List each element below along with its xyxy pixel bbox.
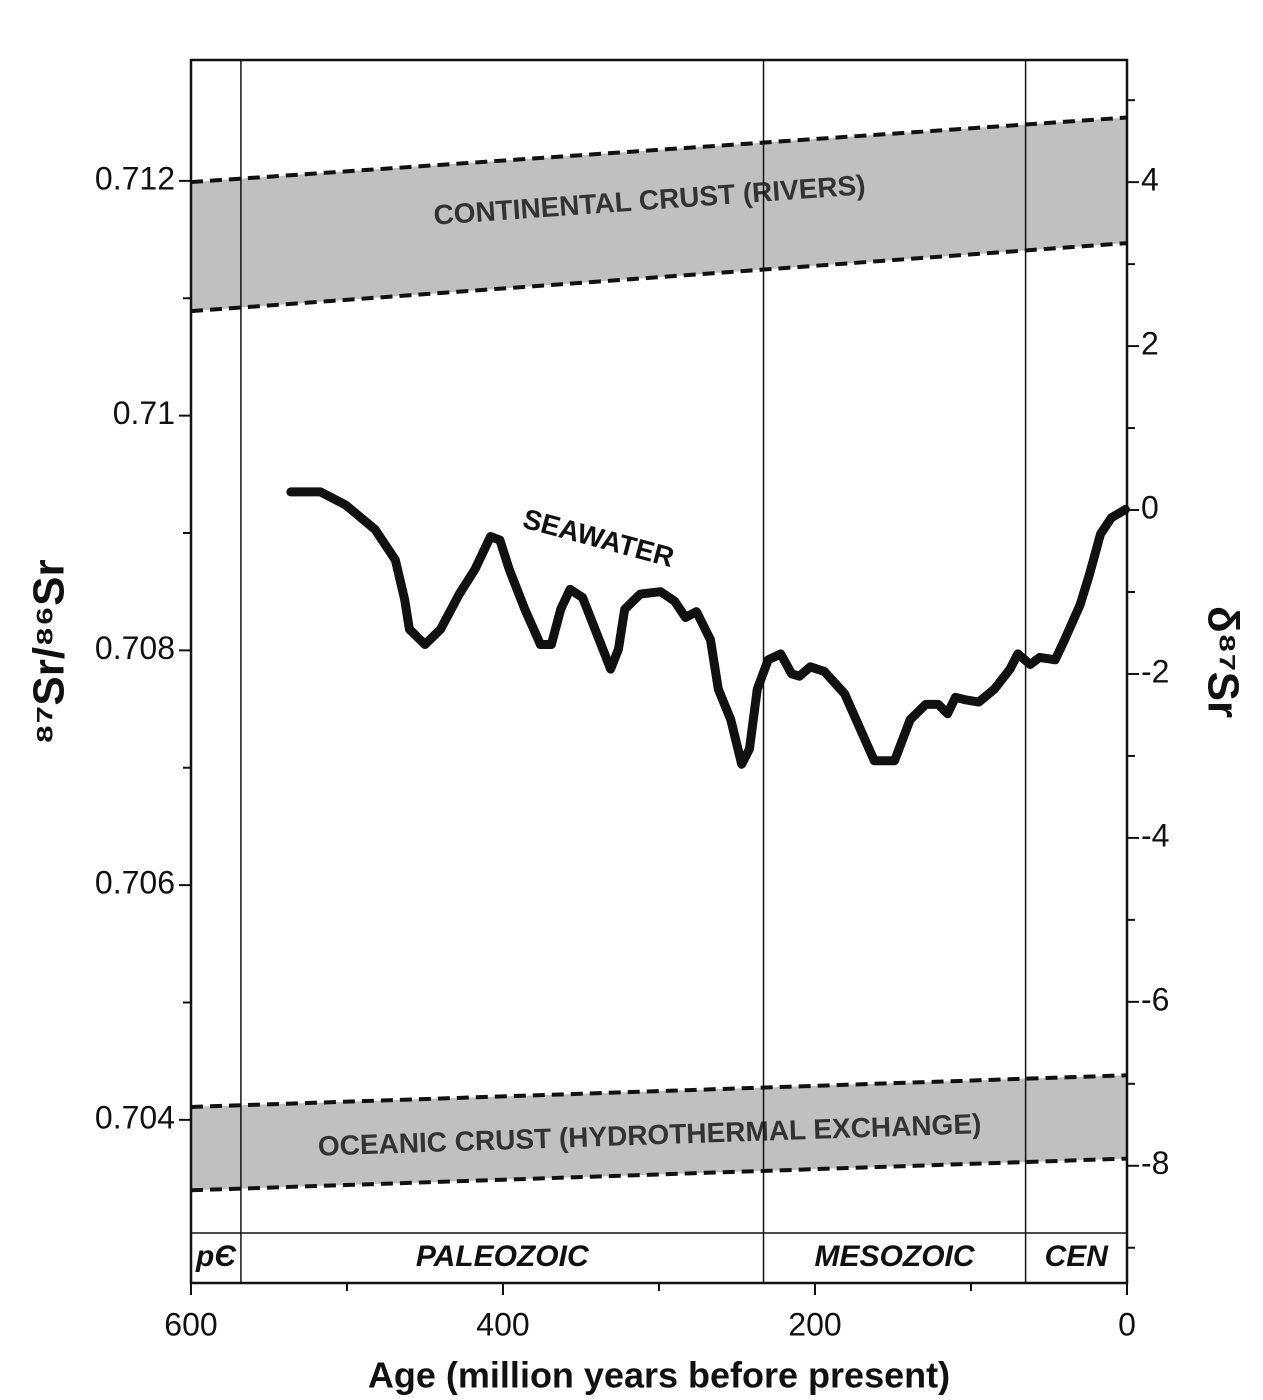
era-label: PALEOZOIC xyxy=(416,1240,590,1273)
era-label: MESOZOIC xyxy=(815,1240,976,1273)
band-edge xyxy=(190,241,1128,314)
band-edge xyxy=(190,1073,1128,1109)
band-area xyxy=(191,1075,1127,1191)
y-tick-label: 0.706 xyxy=(95,865,175,901)
x-axis-title: Age (million years before present) xyxy=(368,1355,950,1396)
y-tick-label: 0.71 xyxy=(113,395,175,431)
y2-tick-label: -2 xyxy=(1141,653,1169,689)
y2-tick-label: 2 xyxy=(1141,326,1159,362)
y2-tick-label: 4 xyxy=(1141,162,1159,198)
y-tick-label: 0.704 xyxy=(95,1099,175,1135)
y2-axis-title: δ⁸⁷Sr xyxy=(1198,606,1247,718)
x-tick-label: 400 xyxy=(476,1306,529,1342)
y2-tick-label: 0 xyxy=(1141,489,1159,525)
band-edge xyxy=(190,115,1128,185)
y2-tick-label: -4 xyxy=(1141,817,1169,853)
y-tick-label: 0.712 xyxy=(95,160,175,196)
seawater-line xyxy=(286,487,1130,769)
series-label: SEAWATER xyxy=(520,503,678,573)
y-tick-label: 0.708 xyxy=(95,630,175,666)
y2-tick-label: -6 xyxy=(1141,981,1169,1017)
band-edge xyxy=(190,1156,1128,1193)
band-area xyxy=(191,117,1127,312)
x-tick-label: 0 xyxy=(1118,1306,1136,1342)
x-tick-label: 200 xyxy=(788,1306,841,1342)
era-label: CEN xyxy=(1045,1240,1110,1273)
era-label: pЄ xyxy=(195,1240,237,1273)
x-tick-label: 600 xyxy=(164,1306,217,1342)
y2-tick-label: -8 xyxy=(1141,1145,1169,1181)
y-axis-title: ⁸⁷Sr/⁸⁶Sr xyxy=(25,559,74,744)
